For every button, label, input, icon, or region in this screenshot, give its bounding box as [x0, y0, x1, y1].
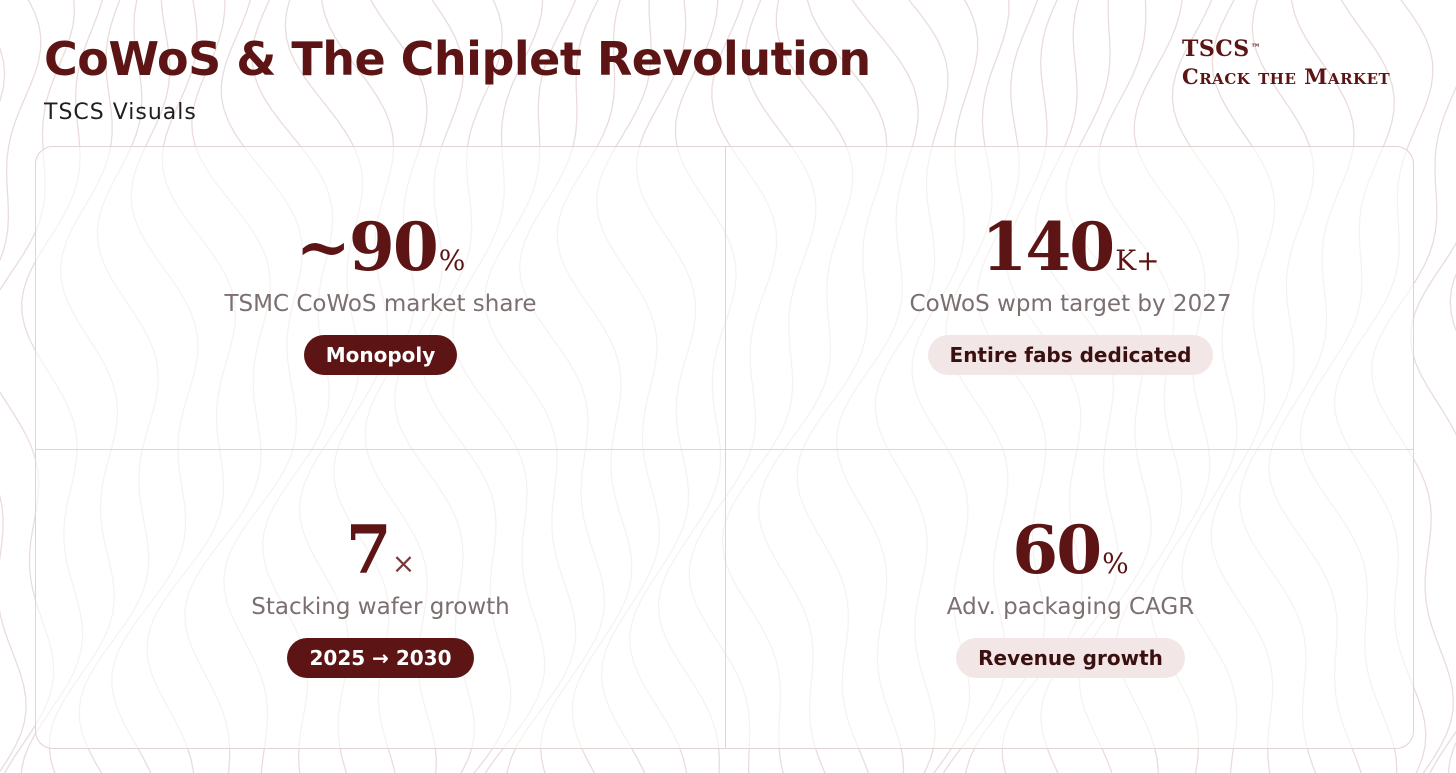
- stat-label: Stacking wafer growth: [251, 594, 510, 620]
- contour-line: [1447, 272, 1456, 773]
- stats-panel: ~90% TSMC CoWoS market share Monopoly 14…: [35, 146, 1414, 749]
- vertical-divider: [725, 147, 726, 748]
- stat-unit: K+: [1115, 244, 1160, 277]
- stat-badge: 2025 → 2030: [287, 638, 474, 678]
- horizontal-divider: [36, 449, 1413, 450]
- stat-badge: Monopoly: [303, 335, 458, 375]
- page-subtitle: TSCS Visuals: [44, 100, 197, 125]
- stat-card-packaging-cagr: 60% Adv. packaging CAGR Revenue growth: [726, 450, 1415, 751]
- stat-unit: %: [1102, 547, 1129, 580]
- stat-value-line: 7×: [36, 512, 725, 588]
- stat-value-line: 60%: [726, 512, 1415, 588]
- stat-value: 140: [981, 208, 1115, 286]
- contour-line: [1409, 242, 1456, 773]
- brand-logo: TSCS™ Crack the Market: [1182, 36, 1390, 92]
- trademark-symbol: ™: [1250, 43, 1262, 54]
- header: CoWoS & The Chiplet Revolution TSCS Visu…: [44, 30, 871, 125]
- brand-name: TSCS: [1182, 36, 1250, 62]
- stat-value: ~90: [295, 208, 439, 286]
- contour-line: [0, 47, 6, 103]
- stat-label: TSMC CoWoS market share: [224, 291, 537, 317]
- stat-badge: Entire fabs dedicated: [927, 335, 1214, 375]
- stat-card-market-share: ~90% TSMC CoWoS market share Monopoly: [36, 147, 725, 448]
- stat-unit: ×: [391, 547, 416, 580]
- brand-name-line: TSCS™: [1182, 36, 1390, 62]
- stat-unit: %: [438, 244, 466, 277]
- page-title: CoWoS & The Chiplet Revolution: [44, 32, 871, 86]
- stat-value-line: ~90%: [36, 209, 725, 285]
- stat-label: CoWoS wpm target by 2027: [909, 291, 1232, 317]
- contour-line: [0, 0, 42, 773]
- stat-value: 60: [1012, 511, 1102, 589]
- stat-value: 7: [345, 511, 392, 589]
- stat-card-wafer-growth: 7× Stacking wafer growth 2025 → 2030: [36, 450, 725, 751]
- stat-label: Adv. packaging CAGR: [946, 594, 1195, 620]
- stat-badge: Revenue growth: [956, 638, 1185, 678]
- stat-value-line: 140K+: [726, 209, 1415, 285]
- stat-card-wpm-target: 140K+ CoWoS wpm target by 2027 Entire fa…: [726, 147, 1415, 448]
- brand-tagline: Crack the Market: [1182, 64, 1391, 89]
